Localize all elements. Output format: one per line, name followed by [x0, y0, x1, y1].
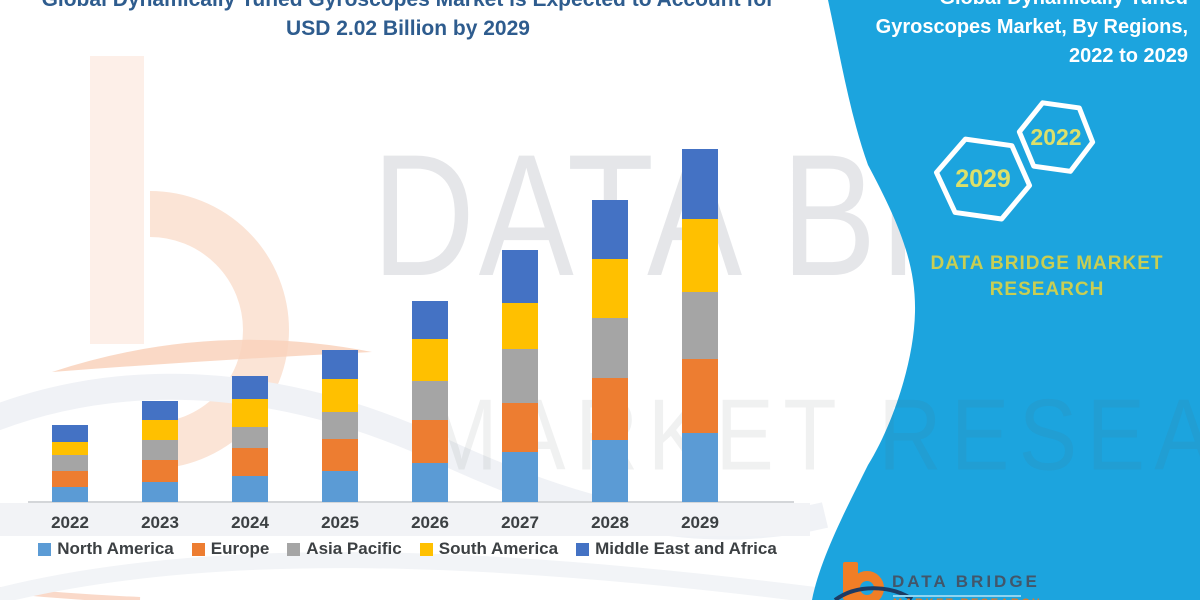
hexagon-2022: [1016, 100, 1096, 174]
side-panel-title-line1: Global Dynamically Tuned: [790, 0, 1188, 13]
bar-segment-2023-middle-east-and-africa: [142, 401, 178, 421]
legend: North America Europe Asia Pacific South Ame…: [0, 539, 815, 559]
x-axis-label-2025: 2025: [321, 513, 359, 532]
bar-segment-2029-asia-pacific: [682, 292, 718, 360]
chart-title-line2: USD 2.02 Billion by 2029: [286, 17, 530, 40]
bar-segment-2025-south-america: [322, 379, 358, 412]
legend-label: Middle East and Africa: [595, 539, 777, 558]
chart-title: Global Dynamically Tuned Gyroscopes Mark…: [18, 0, 798, 43]
x-axis-label-2028: 2028: [591, 513, 629, 532]
bar-segment-2027-middle-east-and-africa: [502, 249, 538, 303]
bar-segment-2029-europe: [682, 359, 718, 433]
bar-segment-2027-south-america: [502, 302, 538, 350]
legend-marker: [419, 542, 433, 556]
bar-segment-2026-middle-east-and-africa: [412, 300, 448, 339]
bar-segment-2027-north-america: [502, 451, 538, 502]
legend-item-asia-pacific: Asia Pacific: [287, 539, 402, 559]
plot-area: 2022 2023 2024 2025 2026 2027 2028 2029: [51, 149, 719, 532]
bar-segment-2028-europe: [592, 378, 628, 440]
bar-segment-2025-north-america: [322, 470, 358, 502]
bar-segment-2023-europe: [142, 460, 178, 482]
bar-segment-2023-north-america: [142, 481, 178, 502]
legend-marker: [287, 542, 301, 556]
bar-segment-2022-europe: [52, 470, 88, 487]
watermark-text-row2: MARKET RESEARCH: [425, 379, 1200, 492]
legend-label: Asia Pacific: [306, 539, 402, 558]
bar-segment-2023-south-america: [142, 420, 178, 441]
brand-name-block: DATA BRIDGE MARKET RESEARCH: [912, 251, 1182, 303]
footer-logo-name: DATA BRIDGE: [892, 572, 1040, 591]
side-panel-title: Global Dynamically Tuned Gyroscopes Mark…: [790, 0, 1188, 71]
hexagon-2022-label: 2022: [1030, 124, 1082, 150]
bar-segment-2023-asia-pacific: [142, 440, 178, 461]
bar-segment-2025-middle-east-and-africa: [322, 349, 358, 380]
hexagon-2029-label: 2029: [955, 165, 1011, 193]
bar-segment-2024-middle-east-and-africa: [232, 376, 268, 400]
bar-segment-2025-asia-pacific: [322, 411, 358, 440]
hexagon-2029: [933, 136, 1033, 222]
bar-segment-2026-europe: [412, 419, 448, 464]
bar-segment-2022-middle-east-and-africa: [52, 425, 88, 442]
bar-segment-2025-europe: [322, 439, 358, 471]
legend-marker: [576, 542, 590, 556]
legend-item-middle-east-and-africa: Middle East and Africa: [576, 539, 777, 559]
bar-segment-2027-asia-pacific: [502, 349, 538, 403]
bar-segment-2022-asia-pacific: [52, 455, 88, 471]
legend-item-south-america: South America: [419, 539, 559, 559]
brand-name-line2: RESEARCH: [989, 279, 1105, 300]
bar-segment-2022-north-america: [52, 486, 88, 502]
bar-segment-2024-europe: [232, 447, 268, 476]
bar-segment-2026-asia-pacific: [412, 380, 448, 420]
x-axis-label-2022: 2022: [51, 513, 89, 532]
brand-name-line1: DATA BRIDGE MARKET: [930, 253, 1164, 274]
legend-label: South America: [438, 539, 559, 558]
legend-label: North America: [57, 539, 174, 558]
bar-segment-2028-asia-pacific: [592, 318, 628, 379]
bar-segment-2024-north-america: [232, 475, 268, 502]
x-axis-label-2027: 2027: [501, 513, 539, 532]
x-axis-band: [0, 503, 810, 536]
bar-segment-2027-europe: [502, 402, 538, 452]
chart-title-line1: Global Dynamically Tuned Gyroscopes Mark…: [18, 0, 798, 14]
bar-segment-2026-south-america: [412, 338, 448, 381]
x-axis-line: [28, 501, 794, 503]
legend-marker: [38, 542, 52, 556]
legend-label: Europe: [210, 539, 270, 558]
side-panel-title-line3: 2022 to 2029: [1069, 45, 1188, 67]
x-axis-label-2029: 2029: [681, 513, 719, 532]
x-axis-label-2026: 2026: [411, 513, 449, 532]
bar-segment-2024-asia-pacific: [232, 427, 268, 448]
bar-segment-2029-south-america: [682, 219, 718, 293]
bar-segment-2024-south-america: [232, 399, 268, 428]
legend-item-north-america: North America: [38, 539, 174, 559]
footer-logo-tagline: MARKET RESEARCH: [893, 597, 1042, 600]
bar-segment-2028-south-america: [592, 259, 628, 319]
x-axis-label-2023: 2023: [141, 513, 179, 532]
bar-segment-2029-middle-east-and-africa: [682, 149, 718, 220]
bar-segment-2028-middle-east-and-africa: [592, 199, 628, 260]
legend-marker: [191, 542, 205, 556]
bar-segment-2022-south-america: [52, 441, 88, 456]
bar-segment-2029-north-america: [682, 432, 718, 502]
legend-item-europe: Europe: [191, 539, 270, 559]
side-panel-title-line2: Gyroscopes Market, By Regions,: [875, 16, 1188, 38]
x-axis-label-2024: 2024: [231, 513, 269, 532]
bar-segment-2026-north-america: [412, 463, 448, 502]
data-bridge-b-icon: [833, 562, 1021, 600]
bar-segment-2028-north-america: [592, 440, 628, 502]
